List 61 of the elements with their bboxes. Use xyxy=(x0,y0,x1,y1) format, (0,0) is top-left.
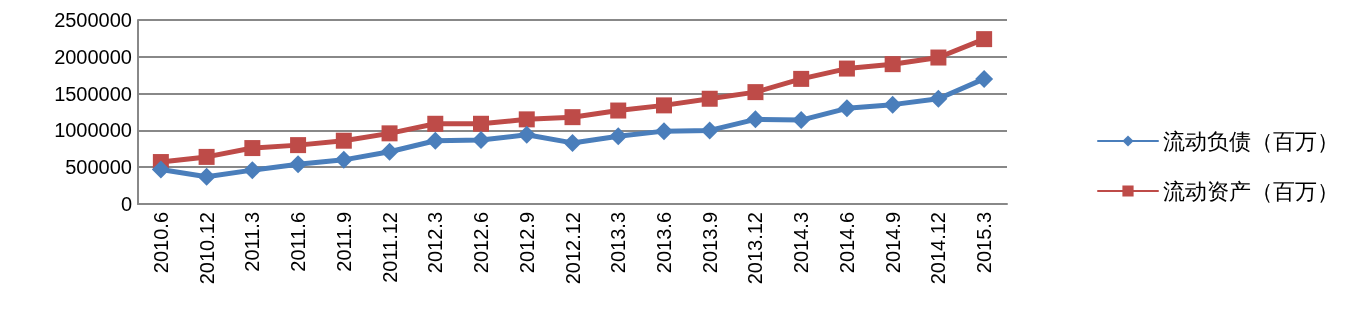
point xyxy=(610,102,627,119)
x-tick-label: 2013.3 xyxy=(607,212,630,274)
x-tick-label: 2014.6 xyxy=(835,212,858,274)
x-tick-label: 2013.12 xyxy=(744,212,767,285)
point xyxy=(335,132,352,149)
point xyxy=(564,109,581,126)
y-tick-label: 2000000 xyxy=(54,45,132,68)
x-tick-label: 2012.3 xyxy=(424,212,447,274)
point xyxy=(290,137,307,154)
y-tick-label: 500000 xyxy=(65,156,132,179)
x-tick-label: 2011.9 xyxy=(332,212,355,272)
x-tick-label: 2011.6 xyxy=(287,212,310,272)
point xyxy=(975,69,994,88)
x-tick-label: 2011.12 xyxy=(378,212,401,283)
point xyxy=(563,133,582,152)
x-tick-label: 2014.12 xyxy=(927,212,950,285)
point xyxy=(517,125,536,144)
point xyxy=(334,150,353,169)
point xyxy=(380,142,399,161)
x-tick-label: 2010.12 xyxy=(195,212,218,285)
point xyxy=(427,115,444,132)
point xyxy=(837,99,856,118)
point xyxy=(609,127,628,146)
point xyxy=(244,140,261,157)
point xyxy=(976,31,993,48)
x-tick-label: 2013.6 xyxy=(652,212,675,274)
point xyxy=(197,167,216,186)
point xyxy=(654,122,673,141)
point xyxy=(929,89,948,108)
x-tick-label: 2012.6 xyxy=(470,212,493,274)
point xyxy=(243,161,262,180)
x-tick-label: 2013.9 xyxy=(698,212,721,274)
point xyxy=(381,125,398,142)
x-tick-label: 2014.3 xyxy=(790,212,813,274)
x-tick-label: 2015.3 xyxy=(973,212,996,274)
point xyxy=(747,84,764,101)
x-tick-label: 2012.12 xyxy=(561,212,584,285)
x-tick-label: 2014.9 xyxy=(881,212,904,274)
x-tick-label: 2011.3 xyxy=(241,212,264,272)
y-tick-label: 2500000 xyxy=(54,9,132,31)
point xyxy=(883,95,902,114)
point xyxy=(838,60,855,77)
point xyxy=(701,90,718,107)
legend-label: 流动资产（百万） xyxy=(1163,178,1339,204)
point xyxy=(473,115,490,132)
point xyxy=(472,130,491,149)
point xyxy=(198,148,215,165)
point xyxy=(793,70,810,87)
point xyxy=(518,111,535,128)
point xyxy=(700,121,719,140)
legend-label: 流动负债（百万） xyxy=(1163,128,1339,154)
point xyxy=(655,97,672,114)
x-tick-label: 2010.6 xyxy=(149,212,172,274)
y-tick-label: 1000000 xyxy=(54,119,132,142)
x-tick-label: 2012.9 xyxy=(515,212,538,274)
point xyxy=(930,49,947,66)
point xyxy=(884,56,901,73)
y-tick-label: 0 xyxy=(120,193,132,215)
point xyxy=(151,160,170,179)
point xyxy=(792,111,811,130)
y-tick-label: 1500000 xyxy=(54,82,132,105)
